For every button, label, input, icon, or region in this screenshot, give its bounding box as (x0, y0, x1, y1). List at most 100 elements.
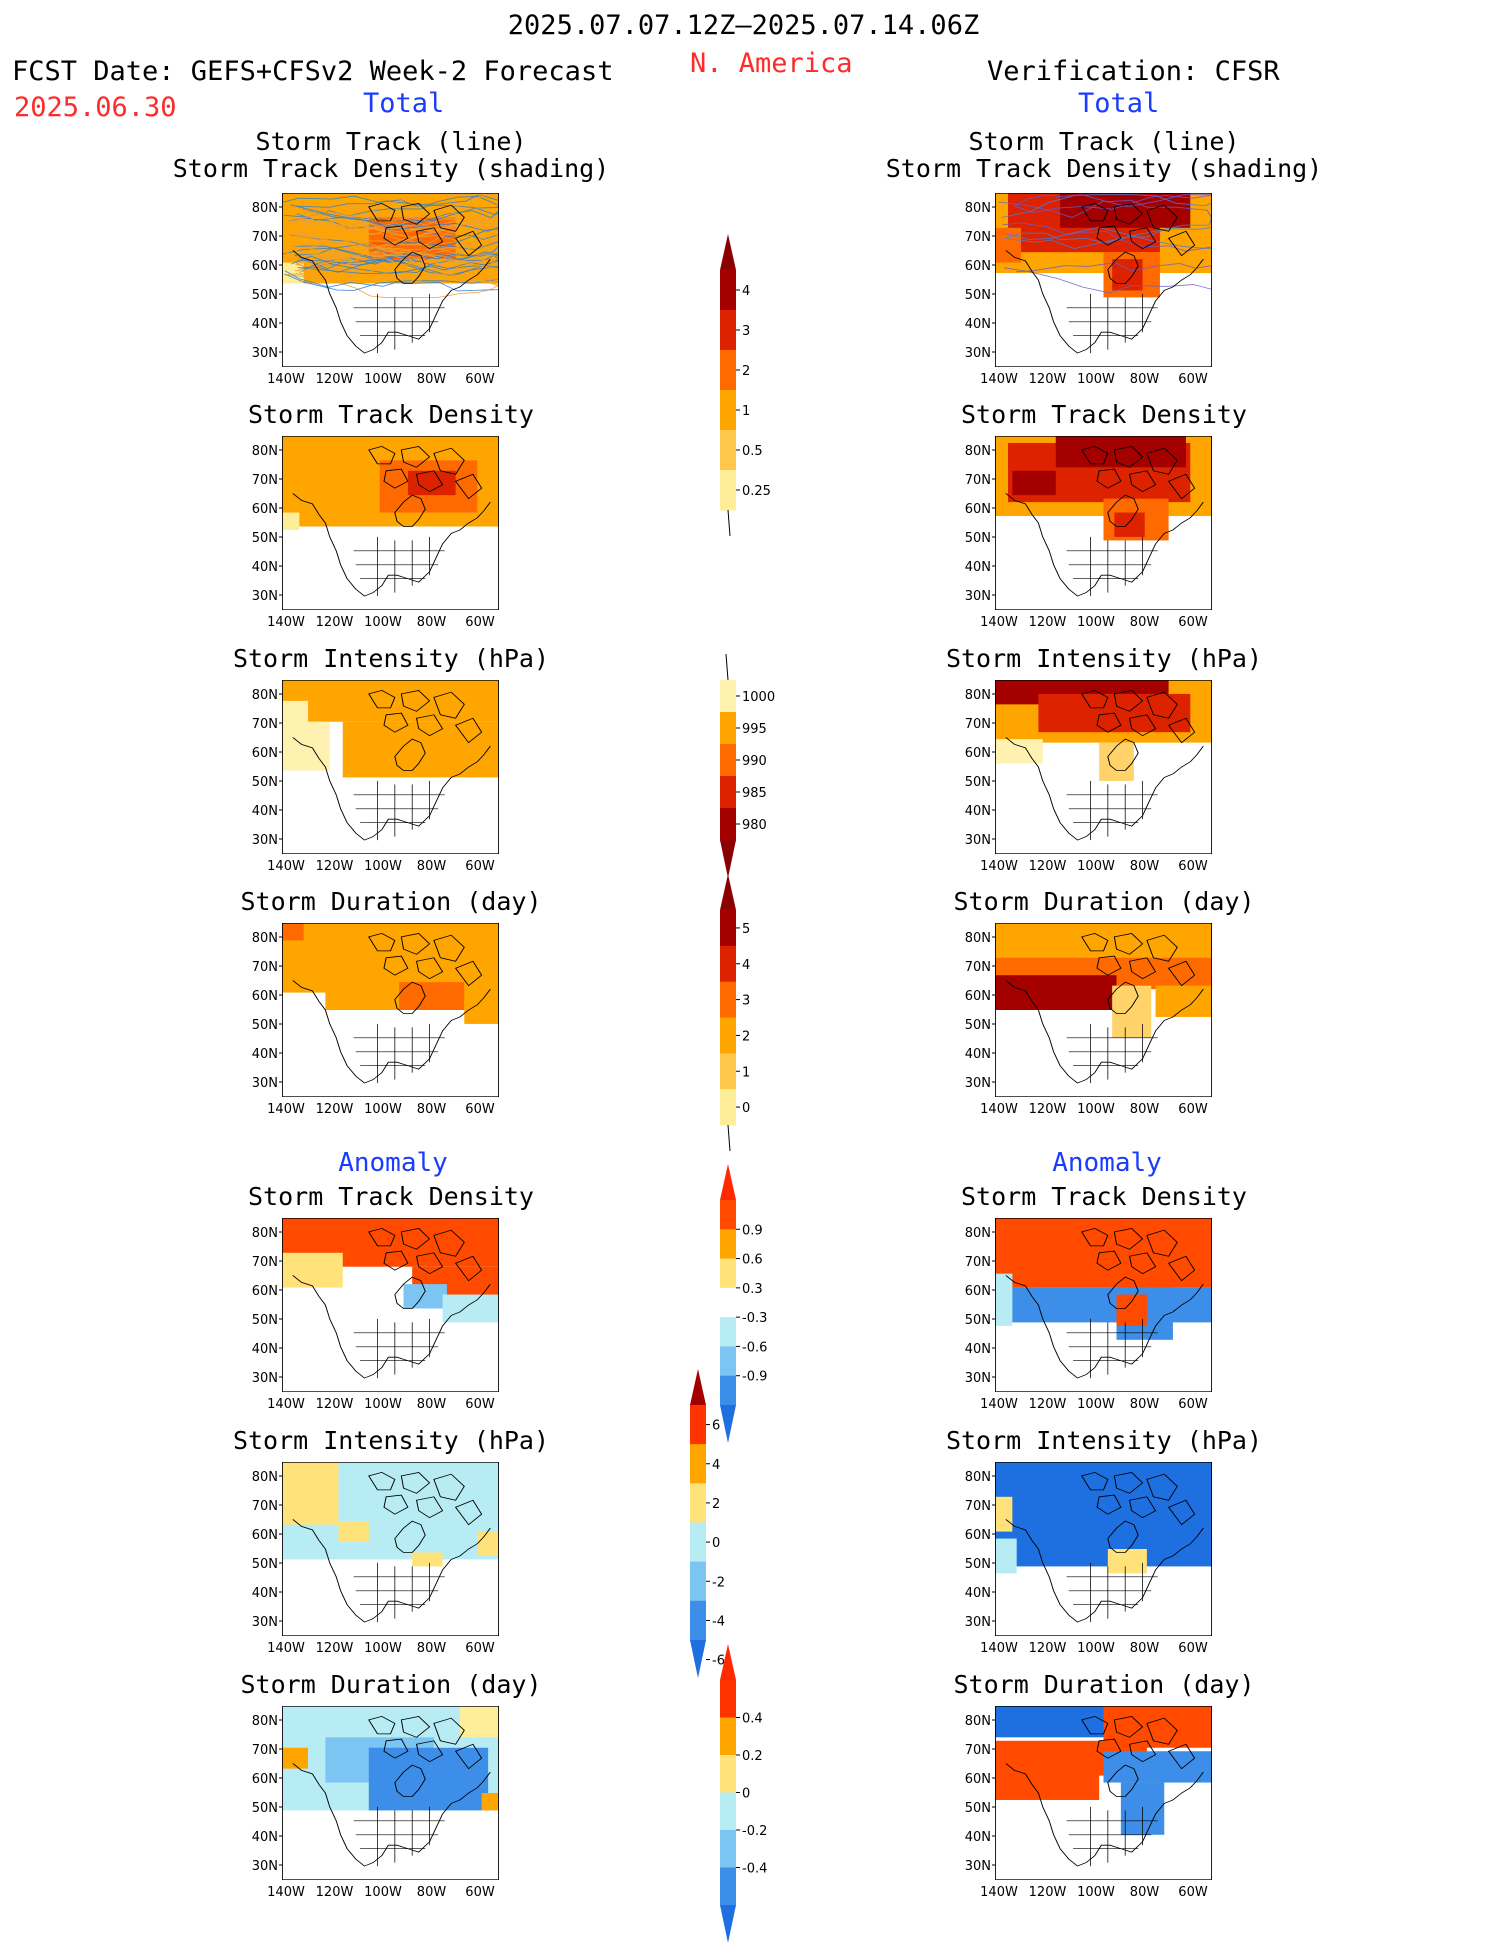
lat-tick-label: 70N (965, 230, 991, 245)
lon-tick-label: 140W (267, 1102, 305, 1117)
left-total-label: Total (363, 88, 445, 119)
colorbar-intensity-anomaly: 6 4 2 0 -2 -4 -6 (690, 1369, 725, 1678)
left-panel-3-title: Storm Intensity (hPa) (141, 645, 641, 672)
map-plot-area (282, 923, 499, 1097)
right-map-panel-5: 80N 70N 60N 50N 40N 30N 140W 120W 100W 80W 60W (965, 1218, 1212, 1412)
map-plot-area (995, 923, 1212, 1097)
lat-tick-label: 50N (252, 775, 278, 790)
coastline (1005, 446, 1204, 597)
colorbar-segment (720, 1229, 736, 1260)
left-map-panel-3: 80N 70N 60N 50N 40N 30N 140W 120W 100W 80W 60W (252, 680, 499, 874)
lon-tick-label: 140W (980, 615, 1018, 630)
lon-tick-label: 60W (465, 372, 495, 387)
colorbar-segment (720, 310, 736, 351)
lon-tick-label: 100W (364, 859, 402, 874)
lon-tick-label: 120W (1029, 372, 1067, 387)
left-panel-5-title: Storm Track Density (141, 1183, 641, 1210)
lat-tick-label: 30N (965, 1615, 991, 1630)
lon-tick-label: 80W (417, 1885, 447, 1900)
shading-cell (1112, 985, 1152, 1038)
lat-tick-label: 30N (965, 833, 991, 848)
lon-tick-label: 120W (316, 1102, 354, 1117)
lon-tick-label: 60W (1178, 615, 1208, 630)
lon-tick-label: 100W (1077, 1102, 1115, 1117)
lat-tick-label: 30N (252, 833, 278, 848)
shading-cell (282, 512, 300, 530)
colorbar-segment (690, 1405, 706, 1445)
lon-tick-label: 100W (1077, 615, 1115, 630)
colorbar-segment (720, 910, 736, 947)
fcst-date: 2025.06.30 (14, 92, 177, 123)
colorbar-segment (720, 430, 736, 471)
shading-cell (1155, 985, 1212, 1017)
lon-tick-label: 140W (267, 859, 305, 874)
shading-cell (1103, 1751, 1212, 1783)
map-plot-area (282, 1218, 499, 1392)
lat-tick-label: 80N (252, 688, 278, 703)
right-map-panel-3: 80N 70N 60N 50N 40N 30N 140W 120W 100W 80W 60W (965, 680, 1212, 874)
shading-cell (282, 923, 304, 941)
lon-tick-label: 140W (267, 372, 305, 387)
colorbar-segment (720, 1053, 736, 1090)
shading-cell (995, 1287, 1212, 1323)
lon-tick-label: 80W (417, 1397, 447, 1412)
coastline (292, 1472, 491, 1623)
panel-title-line-1: Storm Track Density (248, 400, 534, 429)
lat-tick-label: 60N (252, 1284, 278, 1299)
panel-title-line-1: Storm Duration (day) (953, 887, 1255, 916)
shading-cell (442, 1294, 499, 1323)
left-panel-6-title: Storm Intensity (hPa) (141, 1427, 641, 1454)
lat-tick-label: 30N (965, 1371, 991, 1386)
lat-tick-label: 40N (252, 1586, 278, 1601)
lon-tick-label: 120W (1029, 1885, 1067, 1900)
shading-cell (342, 721, 499, 778)
lat-tick-label: 70N (252, 1255, 278, 1270)
map-plot-area (995, 436, 1212, 610)
lat-tick-label: 80N (252, 1226, 278, 1241)
right-panel-1-title: Storm Track (line) Storm Track Density (s… (854, 128, 1354, 182)
lat-tick-label: 40N (252, 560, 278, 575)
shading-cell (1116, 1294, 1147, 1326)
lat-tick-label: 50N (252, 1313, 278, 1328)
panel-title-line-2: Storm Track Density (shading) (172, 154, 610, 183)
right-panel-7-title: Storm Duration (day) (854, 1671, 1354, 1698)
panel-title-line-1: Storm Duration (day) (240, 887, 542, 916)
colorbar-segment (720, 712, 736, 745)
colorbar-label: 990 (742, 754, 767, 769)
colorbar-label: 0.25 (742, 484, 771, 499)
lon-tick-label: 80W (1130, 859, 1160, 874)
shading-cell (995, 739, 1043, 764)
colorbar-segment (690, 1522, 706, 1563)
shading-cell (464, 999, 499, 1024)
right-anomaly-label: Anomaly (1052, 1148, 1162, 1178)
lat-tick-label: 70N (965, 1743, 991, 1758)
colorbar-segment (720, 1717, 736, 1756)
lon-tick-label: 100W (364, 1641, 402, 1656)
lon-tick-label: 60W (1178, 372, 1208, 387)
lat-tick-label: 80N (965, 201, 991, 216)
lat-tick-label: 50N (965, 288, 991, 303)
panel-title-line-1: Storm Track Density (961, 400, 1247, 429)
lat-tick-label: 50N (252, 1801, 278, 1816)
lon-tick-label: 120W (1029, 859, 1067, 874)
colorbar-label: 6 (712, 1419, 720, 1434)
left-map-panel-7: 80N 70N 60N 50N 40N 30N 140W 120W 100W 80W 60W (252, 1706, 499, 1900)
colorbar-label: 0 (742, 1101, 750, 1116)
left-map-panel-4: 80N 70N 60N 50N 40N 30N 140W 120W 100W 80W 60W (252, 923, 499, 1117)
colorbar-label: -0.9 (742, 1370, 767, 1385)
lon-tick-label: 100W (364, 1885, 402, 1900)
panel-title-line-1: Storm Intensity (hPa) (945, 644, 1263, 673)
colorbar-label: 2 (742, 364, 750, 379)
lon-tick-label: 140W (980, 1641, 1018, 1656)
coastline (1005, 1228, 1204, 1379)
coastline (1005, 690, 1204, 841)
lat-tick-label: 50N (965, 1557, 991, 1572)
lat-tick-label: 80N (965, 1226, 991, 1241)
colorbar-segment (720, 1017, 736, 1054)
shading-cell (1099, 742, 1134, 781)
map-plot-area (282, 680, 499, 854)
lon-tick-label: 100W (364, 372, 402, 387)
colorbar-segment (720, 981, 736, 1018)
colorbar-label: -4 (712, 1614, 725, 1629)
colorbar-label: 2 (712, 1497, 720, 1512)
